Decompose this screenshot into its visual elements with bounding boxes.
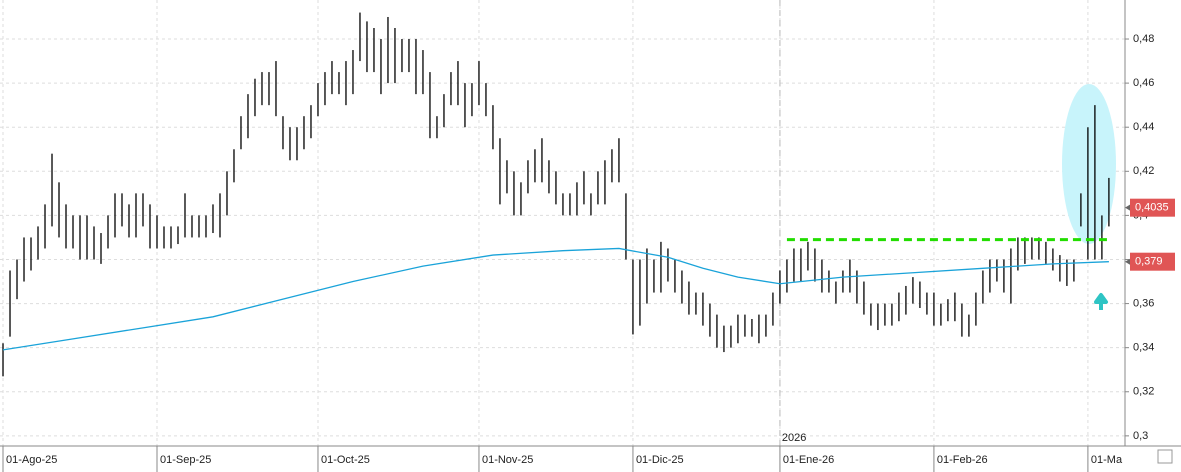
price-tag-label: 0,4035 xyxy=(1135,202,1169,214)
y-tick-label: 0,42 xyxy=(1133,165,1154,177)
y-tick-label: 0,48 xyxy=(1133,33,1154,45)
y-tick-label: 0,44 xyxy=(1133,121,1154,133)
price-tag-pointer xyxy=(1125,258,1130,265)
year-label: 2026 xyxy=(782,432,806,444)
x-tick-label: 01-Sep-25 xyxy=(160,454,211,466)
y-tick-label: 0,34 xyxy=(1133,342,1154,354)
x-tick-label: 01-Ma xyxy=(1091,454,1123,466)
y-tick-label: 0,46 xyxy=(1133,77,1154,89)
x-tick-label: 01-Oct-25 xyxy=(321,454,370,466)
x-tick-label: 01-Ene-26 xyxy=(783,454,834,466)
price-tag xyxy=(1130,252,1175,271)
price-tag xyxy=(1130,198,1175,217)
moving-average xyxy=(2,247,1109,351)
price-tag-pointer xyxy=(1125,204,1130,211)
x-tick-label: 01-Ago-25 xyxy=(6,454,57,466)
x-tick-label: 01-Dic-25 xyxy=(636,454,684,466)
y-tick-label: 0,36 xyxy=(1133,297,1154,309)
x-tick-label: 01-Feb-26 xyxy=(937,454,988,466)
price-tag-label: 0,379 xyxy=(1135,256,1163,268)
corner-button[interactable] xyxy=(1157,449,1173,464)
highlight-ellipse xyxy=(1062,84,1116,244)
x-tick-label: 01-Nov-25 xyxy=(482,454,533,466)
y-tick-label: 0,32 xyxy=(1133,386,1154,398)
arrow-up xyxy=(1094,293,1108,310)
y-tick-label: 0,3 xyxy=(1133,430,1148,442)
